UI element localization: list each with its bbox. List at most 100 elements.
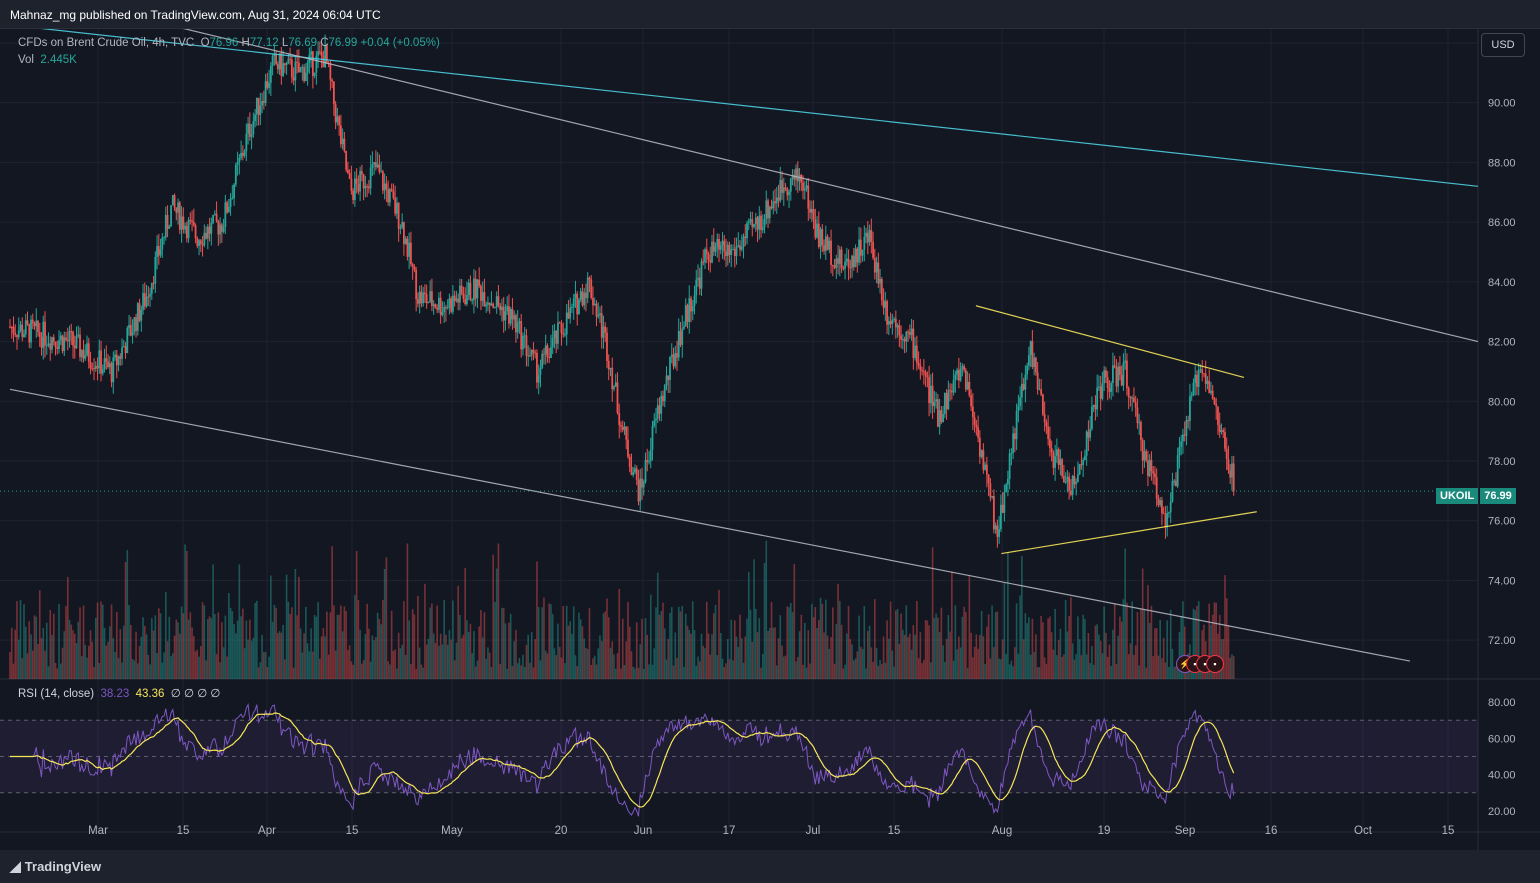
candle-body xyxy=(604,326,607,333)
brand-name: TradingView xyxy=(24,859,102,874)
volume-bar xyxy=(693,630,696,679)
volume-bar xyxy=(881,664,883,679)
candle-body xyxy=(72,331,74,346)
volume-bar xyxy=(1215,602,1218,679)
candle-body xyxy=(728,244,731,255)
volume-bar xyxy=(847,606,850,679)
volume-bar xyxy=(938,632,941,679)
volume-bar xyxy=(292,667,295,679)
candle-body xyxy=(156,246,158,258)
volume-bar xyxy=(140,636,143,679)
volume-bar xyxy=(1089,663,1091,679)
volume-bar xyxy=(550,604,552,679)
candle-body xyxy=(592,297,594,306)
volume-bar xyxy=(518,657,521,679)
candle-body xyxy=(231,198,234,200)
candle-body xyxy=(523,335,526,337)
candle-body xyxy=(786,189,789,196)
volume-bar xyxy=(427,638,430,679)
candle-body xyxy=(24,320,27,335)
volume-bar xyxy=(1231,654,1233,679)
volume-bar xyxy=(79,607,81,679)
candle-body xyxy=(824,236,827,251)
volume-bar xyxy=(1136,611,1139,679)
candle-body xyxy=(1066,476,1069,482)
volume-bar xyxy=(590,664,593,679)
volume-bar xyxy=(877,665,880,679)
candle-body xyxy=(378,164,381,172)
candle-body xyxy=(117,356,120,366)
symbol-name[interactable]: CFDs on Brent Crude Oil, 4h, TVC xyxy=(18,37,195,49)
candle-body xyxy=(721,240,724,246)
volume-bar xyxy=(357,600,360,679)
volume-bar xyxy=(548,603,551,679)
rsi-legend: RSI (14, close) 38.23 43.36 ∅ ∅ ∅ ∅ xyxy=(18,686,220,700)
candle-body xyxy=(431,291,433,306)
chart-frame[interactable]: 92.0090.0088.0086.0084.0082.0080.0078.00… xyxy=(0,28,1540,851)
volume-bar xyxy=(1010,660,1013,679)
volume-bar xyxy=(1140,608,1142,679)
candle-body xyxy=(695,279,698,296)
volume-bar xyxy=(1175,666,1177,679)
volume-row: Vol 2.445K xyxy=(18,52,440,69)
candle-body xyxy=(450,298,453,312)
volume-bar xyxy=(949,631,951,679)
candle-body xyxy=(1006,479,1009,485)
candle-body xyxy=(943,393,946,414)
volume-bar xyxy=(56,668,59,679)
candle-body xyxy=(781,179,783,193)
candle-body xyxy=(306,62,309,73)
volume-bar xyxy=(555,655,558,679)
volume-bar xyxy=(525,644,528,679)
candle-body xyxy=(1224,432,1226,449)
candle-body xyxy=(1020,383,1023,398)
candle-body xyxy=(17,330,20,338)
volume-bar xyxy=(1227,625,1230,679)
volume-bar xyxy=(684,613,687,679)
candle-body xyxy=(751,219,754,228)
volume-bar xyxy=(439,633,442,679)
volume-bar xyxy=(326,611,328,679)
us-flag-icon[interactable]: ▪ xyxy=(1206,655,1224,673)
volume-bar xyxy=(1143,610,1146,679)
volume-bar xyxy=(87,645,90,679)
candle-body xyxy=(276,64,279,70)
volume-bar xyxy=(1171,648,1174,679)
candle-body xyxy=(861,249,864,256)
candle-body xyxy=(814,219,817,238)
candle-body xyxy=(80,349,83,357)
candle-body xyxy=(877,262,880,284)
volume-bar xyxy=(200,646,202,679)
volume-label[interactable]: Vol xyxy=(18,54,34,66)
volume-bar xyxy=(509,613,512,679)
volume-bar xyxy=(115,611,118,679)
volume-bar xyxy=(952,660,955,679)
rsi-label[interactable]: RSI (14, close) xyxy=(18,688,95,700)
candle-body xyxy=(506,306,509,312)
volume-bar xyxy=(508,622,510,679)
volume-bar xyxy=(958,636,960,679)
currency-button[interactable]: USD xyxy=(1481,33,1525,57)
candle-body xyxy=(464,298,467,305)
rsi-panel xyxy=(0,703,1478,817)
volume-bar xyxy=(103,628,106,679)
candle-body xyxy=(1129,397,1132,399)
volume-bar xyxy=(986,626,988,679)
volume-bar xyxy=(73,633,76,679)
candle-body xyxy=(922,371,925,373)
volume-bar xyxy=(282,625,284,679)
volume-bar xyxy=(1208,603,1211,679)
time-tick-label: 20 xyxy=(555,825,568,837)
volume-bar xyxy=(261,634,263,679)
volume-bar xyxy=(874,599,876,679)
volume-bar xyxy=(341,631,344,679)
chart-canvas[interactable]: 92.0090.0088.0086.0084.0082.0080.0078.00… xyxy=(0,29,1540,851)
volume-bar xyxy=(956,649,958,679)
volume-bar xyxy=(10,627,13,679)
volume-bar xyxy=(660,611,663,679)
volume-bar xyxy=(733,620,736,679)
tradingview-logo[interactable]: ◢ TradingView xyxy=(10,858,101,875)
candle-body xyxy=(1150,460,1153,472)
volume-bar xyxy=(170,656,172,679)
volume-bar xyxy=(846,633,848,679)
